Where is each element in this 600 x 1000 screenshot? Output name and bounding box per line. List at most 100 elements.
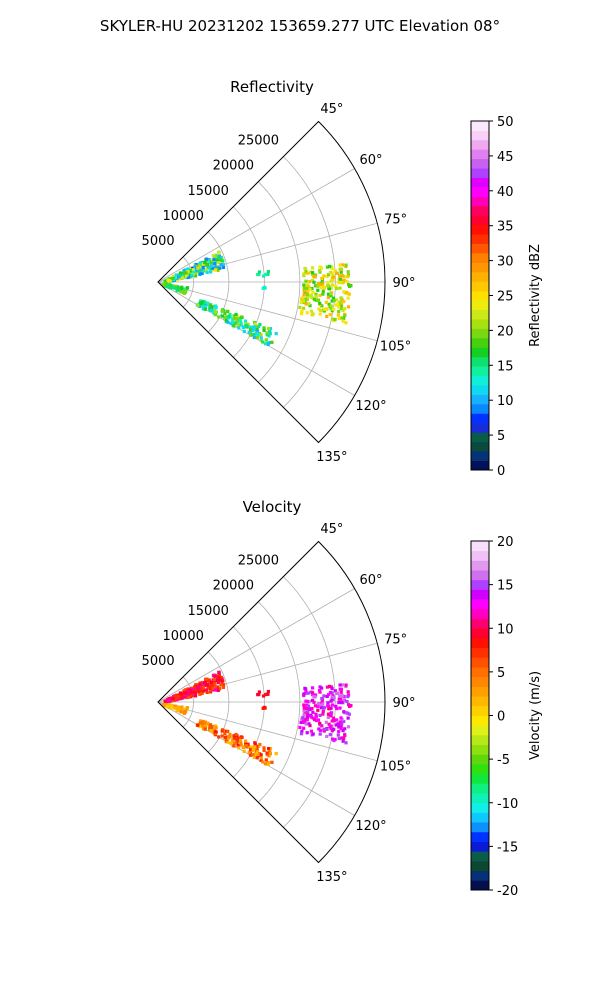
echo-gate [209, 725, 213, 729]
colorbar-swatch [471, 618, 489, 629]
echo-gate [249, 748, 253, 752]
echo-gate [303, 717, 307, 721]
echo-gate [186, 270, 190, 274]
echo-gate [205, 677, 209, 681]
echo-gate [349, 704, 353, 708]
radar-echo [261, 705, 267, 710]
echo-gate [336, 313, 340, 317]
echo-gate [327, 707, 331, 711]
echo-gate [314, 292, 318, 296]
colorbar-swatch [471, 599, 489, 610]
echo-gate [242, 329, 246, 333]
colorbar-swatch [471, 243, 489, 254]
echo-gate [213, 725, 217, 729]
echo-gate [209, 270, 213, 274]
echo-gate [198, 692, 202, 696]
echo-gate [219, 683, 223, 687]
echo-gate [326, 704, 330, 708]
colorbar-swatch [471, 560, 489, 571]
echo-gate [213, 255, 217, 259]
echo-gate [221, 679, 225, 683]
colorbar-swatch [471, 628, 489, 639]
echo-gate [263, 342, 268, 346]
echo-gate [335, 271, 339, 275]
echo-gate [166, 698, 170, 702]
echo-gate [213, 681, 217, 685]
echo-gate [329, 726, 333, 731]
echo-gate [244, 739, 248, 743]
echo-gate [173, 704, 177, 708]
echo-gate [331, 283, 335, 287]
echo-gate [182, 707, 186, 711]
echo-gate [194, 694, 198, 698]
echo-gate [309, 309, 313, 313]
echo-gate [311, 693, 315, 697]
echo-gate [220, 734, 224, 738]
echo-gate [307, 700, 311, 704]
azimuth-gridline [157, 168, 355, 283]
echo-gate [265, 751, 269, 755]
echo-gate [203, 727, 207, 731]
echo-gate [340, 302, 344, 306]
echo-gate [217, 674, 221, 678]
echo-gate [263, 286, 267, 290]
echo-gate [316, 284, 320, 289]
echo-gate [325, 694, 329, 698]
colorbar-swatch [471, 337, 489, 348]
echo-gate [332, 307, 336, 311]
echo-gate [203, 261, 207, 265]
echo-gate [189, 694, 194, 698]
reflectivity-colorbar: 0 5 10 15 20 25 30 35 40 45 50 [470, 115, 514, 479]
echo-gate [327, 693, 331, 697]
echo-gate [311, 732, 315, 736]
echo-gate [302, 726, 306, 730]
echo-gate [342, 317, 346, 321]
echo-gate [179, 290, 183, 294]
echo-gate [228, 312, 232, 317]
radar-echo [195, 719, 278, 766]
echo-gate [315, 298, 319, 303]
echo-gate [202, 689, 206, 693]
echo-gate [177, 695, 181, 699]
colorbar-swatch [471, 734, 489, 745]
colorbar-swatch [471, 696, 489, 707]
echo-gate [205, 263, 209, 267]
echo-gate [325, 274, 329, 278]
echo-gate [206, 301, 210, 305]
echo-gate [217, 671, 221, 675]
echo-gate [178, 691, 182, 695]
velocity-colorbar: -20 -15 -10 -5 0 5 10 15 20 [470, 535, 518, 899]
colorbar-swatch [471, 783, 489, 794]
echo-gate [200, 691, 204, 695]
echo-gate [335, 691, 339, 695]
colorbar-tick-label: 20 [497, 535, 514, 550]
echo-gate [240, 735, 244, 739]
echo-gate [240, 315, 244, 319]
echo-gate [340, 722, 344, 726]
echo-gate [309, 729, 313, 733]
colorbar-swatch [471, 290, 489, 301]
colorbar-tick-label: 10 [497, 394, 514, 409]
echo-gate [321, 712, 325, 716]
echo-gate [189, 274, 194, 278]
echo-gate [253, 745, 257, 749]
azimuth-tick-label: 75° [384, 212, 407, 227]
colorbar-tick-label: -20 [497, 884, 518, 899]
echo-gate [342, 737, 346, 741]
radar-echo [163, 250, 226, 284]
echo-gate [302, 713, 306, 717]
colorbar-swatch [471, 550, 489, 561]
echo-gate [306, 704, 311, 708]
echo-gate [264, 338, 268, 342]
echo-gate [263, 706, 267, 710]
echo-gate [344, 741, 348, 745]
echo-gate [341, 263, 345, 267]
echo-gate [331, 716, 336, 720]
echo-gate [199, 722, 204, 726]
colorbar-tick-label: 5 [497, 666, 505, 681]
echo-gate [305, 731, 309, 735]
echo-gate [330, 719, 334, 723]
colorbar-tick-label: 20 [497, 324, 514, 339]
echo-gate [162, 703, 166, 707]
echo-gate [336, 733, 340, 737]
